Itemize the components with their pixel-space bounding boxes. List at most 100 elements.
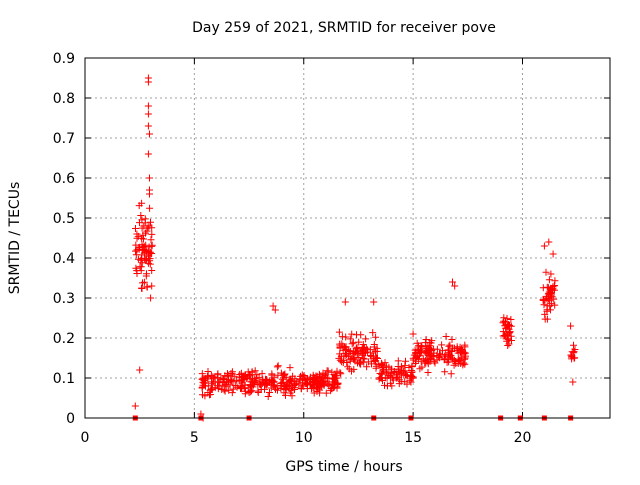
data-point [456, 357, 464, 365]
data-point [543, 302, 551, 310]
data-point [137, 212, 145, 219]
data-point [198, 375, 206, 383]
data-point [233, 376, 241, 384]
data-point [439, 347, 446, 355]
data-point [428, 347, 436, 354]
data-point [147, 218, 154, 226]
data-point [379, 377, 386, 384]
data-point [375, 375, 383, 383]
data-point [285, 377, 293, 385]
data-point [499, 319, 507, 327]
data-point [139, 279, 146, 287]
data-point [507, 316, 515, 323]
data-point [144, 150, 152, 158]
data-point [273, 363, 281, 371]
data-point [504, 322, 512, 330]
data-point [282, 391, 289, 399]
data-point [300, 372, 308, 379]
x-tick-label: 20 [514, 430, 532, 446]
data-point [461, 341, 469, 349]
data-point [336, 356, 344, 364]
data-point [148, 282, 156, 290]
data-point [353, 331, 360, 339]
data-point [421, 339, 429, 347]
data-point [297, 372, 304, 380]
data-point [299, 379, 307, 387]
data-point [409, 330, 417, 338]
data-point [355, 338, 363, 346]
y-tick-label: 0.9 [53, 51, 75, 67]
data-point [269, 302, 277, 310]
data-point [133, 267, 141, 275]
y-tick-label: 0.1 [53, 371, 75, 387]
data-point [549, 283, 557, 291]
data-point [448, 355, 456, 363]
data-point [255, 374, 263, 382]
data-point [363, 363, 371, 371]
data-point [567, 322, 575, 330]
data-point [146, 174, 153, 182]
x-tick-label: 10 [295, 430, 313, 446]
data-point [286, 364, 294, 372]
data-point [418, 343, 426, 351]
data-point [256, 381, 264, 389]
data-point [435, 353, 443, 361]
data-point [424, 360, 432, 368]
y-tick-label: 0 [66, 411, 75, 427]
data-point [310, 389, 318, 397]
data-point [145, 222, 153, 230]
data-point [313, 385, 321, 393]
data-point [428, 337, 436, 345]
data-point [334, 380, 342, 388]
data-point [348, 340, 356, 348]
x-tick-label: 15 [404, 430, 422, 446]
data-point [392, 368, 400, 376]
data-point [144, 102, 152, 110]
data-point [545, 238, 553, 246]
data-point [370, 298, 378, 306]
data-point [438, 341, 446, 349]
data-point [207, 385, 215, 393]
data-point [356, 359, 363, 367]
data-point [503, 337, 511, 345]
data-point [357, 360, 365, 368]
data-point [394, 363, 402, 370]
data-point [140, 235, 147, 243]
data-point [263, 376, 271, 384]
data-point [147, 236, 155, 244]
data-point [146, 130, 153, 138]
data-point [388, 365, 396, 373]
data-point [266, 389, 273, 396]
data-point [445, 342, 453, 350]
data-point [376, 370, 384, 377]
data-point [199, 381, 207, 389]
data-point [542, 268, 550, 276]
data-point [440, 356, 448, 364]
data-point [264, 393, 272, 400]
data-point [545, 290, 553, 298]
data-point [549, 250, 557, 258]
data-point [214, 385, 222, 393]
data-point [138, 284, 145, 292]
data-point [138, 259, 146, 267]
data-point [335, 328, 343, 336]
data-point [504, 336, 512, 344]
data-point [341, 298, 349, 306]
data-point [442, 333, 450, 340]
data-point [310, 374, 318, 382]
data-point [280, 382, 288, 390]
data-point [339, 346, 347, 354]
data-point [143, 227, 151, 235]
data-point [570, 354, 578, 362]
data-point [143, 283, 151, 291]
data-point [146, 257, 154, 265]
data-point [372, 364, 380, 372]
data-point [548, 293, 556, 301]
data-point [336, 369, 344, 377]
data-point [358, 344, 366, 352]
data-point [415, 342, 422, 350]
data-point [143, 256, 151, 264]
data-point [351, 348, 359, 356]
y-tick-label: 0.7 [53, 131, 75, 147]
data-point [270, 382, 278, 390]
